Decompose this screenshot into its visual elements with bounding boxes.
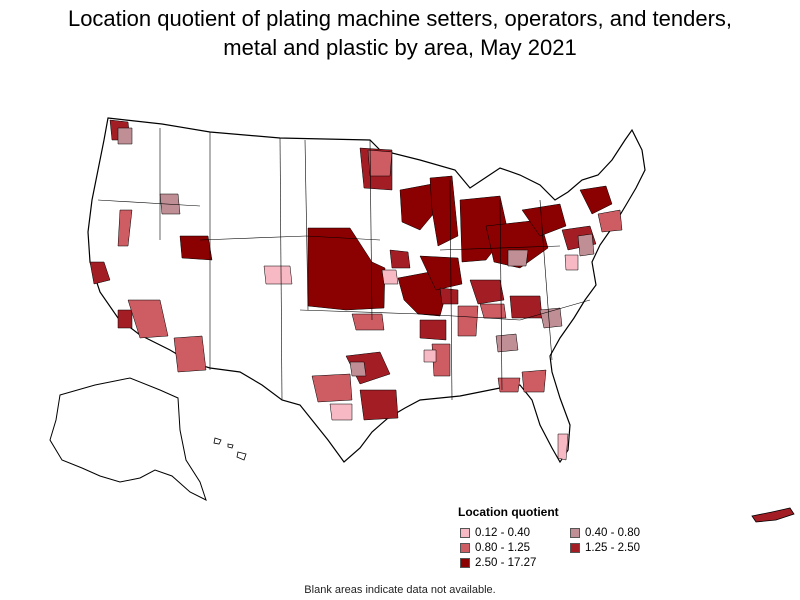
area-region-46 <box>423 349 437 363</box>
legend-item-1: 0.40 - 0.80 <box>570 526 680 539</box>
legend-item-2: 0.80 - 1.25 <box>460 541 570 554</box>
area-region-31 <box>117 209 133 247</box>
area-region-20 <box>419 319 447 341</box>
area-region-42 <box>329 403 353 421</box>
area-region-12 <box>469 279 505 305</box>
area-region-23 <box>173 335 207 373</box>
area-region-35 <box>349 361 367 377</box>
boundary-line-12 <box>449 179 453 401</box>
msa-areas-layer <box>89 119 623 461</box>
area-region-32 <box>351 313 385 331</box>
area-region-18 <box>89 261 111 285</box>
alaska-outline <box>49 377 207 501</box>
legend-item-3: 1.25 - 2.50 <box>570 541 680 554</box>
hawaii-islands <box>213 437 247 461</box>
area-region-25 <box>367 149 393 177</box>
footnote: Blank areas indicate data not available. <box>304 584 496 596</box>
area-region-9 <box>419 255 463 291</box>
area-region-19 <box>117 309 133 329</box>
legend-item-0: 0.12 - 0.40 <box>460 526 570 539</box>
area-region-29 <box>521 369 547 393</box>
area-region-44 <box>381 269 399 285</box>
area-region-41 <box>263 265 293 285</box>
boundary-line-6 <box>199 235 307 241</box>
puerto-rico-outline <box>751 507 795 523</box>
legend-item-4: 2.50 - 17.27 <box>460 556 570 569</box>
area-region-22 <box>127 299 169 339</box>
boundary-line-8 <box>299 309 421 315</box>
area-region-21 <box>439 287 459 305</box>
area-region-24 <box>311 373 353 403</box>
area-region-7 <box>521 203 567 237</box>
legend-label-3: 1.25 - 2.50 <box>585 541 640 554</box>
boundary-line-3 <box>304 139 309 311</box>
area-region-30 <box>497 377 521 393</box>
area-region-8 <box>579 185 613 215</box>
boundary-line-5 <box>97 199 201 207</box>
boundary-line-2 <box>279 137 283 401</box>
area-region-0 <box>307 227 386 311</box>
boundary-line-13 <box>499 199 503 391</box>
legend-swatch-4 <box>460 557 470 568</box>
title-line-2: metal and plastic by area, May 2021 <box>223 35 577 60</box>
area-region-15 <box>359 389 399 421</box>
legend-swatch-0 <box>460 527 470 538</box>
area-region-45 <box>564 254 579 271</box>
legend-swatch-1 <box>570 527 580 538</box>
legend-swatch-3 <box>570 542 580 553</box>
boundary-line-7 <box>305 235 381 241</box>
area-region-38 <box>577 233 595 257</box>
boundary-line-10 <box>519 299 591 321</box>
boundary-lines-layer <box>97 128 591 401</box>
legend: Location quotient 0.12 - 0.40 0.40 - 0.8… <box>452 505 682 569</box>
area-region-4 <box>429 175 459 247</box>
area-region-27 <box>431 343 451 377</box>
area-region-2 <box>179 235 213 261</box>
boundary-line-4 <box>369 139 373 321</box>
boundary-line-9 <box>419 313 521 321</box>
area-region-28 <box>479 303 507 319</box>
legend-label-1: 0.40 - 0.80 <box>585 526 640 539</box>
legend-label-4: 2.50 - 17.27 <box>475 556 537 569</box>
legend-label-0: 0.12 - 0.40 <box>475 526 530 539</box>
area-region-43 <box>557 433 569 461</box>
area-region-13 <box>509 295 543 319</box>
area-region-3 <box>399 183 441 231</box>
area-region-40 <box>507 249 529 267</box>
title-line-1: Location quotient of plating machine set… <box>67 6 733 31</box>
boundary-line-14 <box>539 199 553 361</box>
map-title: Location quotient of plating machine set… <box>0 4 800 62</box>
area-region-39 <box>117 127 133 145</box>
legend-label-2: 0.80 - 1.25 <box>475 541 530 554</box>
area-region-26 <box>457 305 479 337</box>
boundary-line-11 <box>439 245 561 251</box>
legend-title: Location quotient <box>458 505 559 519</box>
area-region-33 <box>597 209 623 233</box>
area-region-36 <box>495 333 519 353</box>
legend-swatch-2 <box>460 542 470 553</box>
area-region-11 <box>389 249 411 269</box>
